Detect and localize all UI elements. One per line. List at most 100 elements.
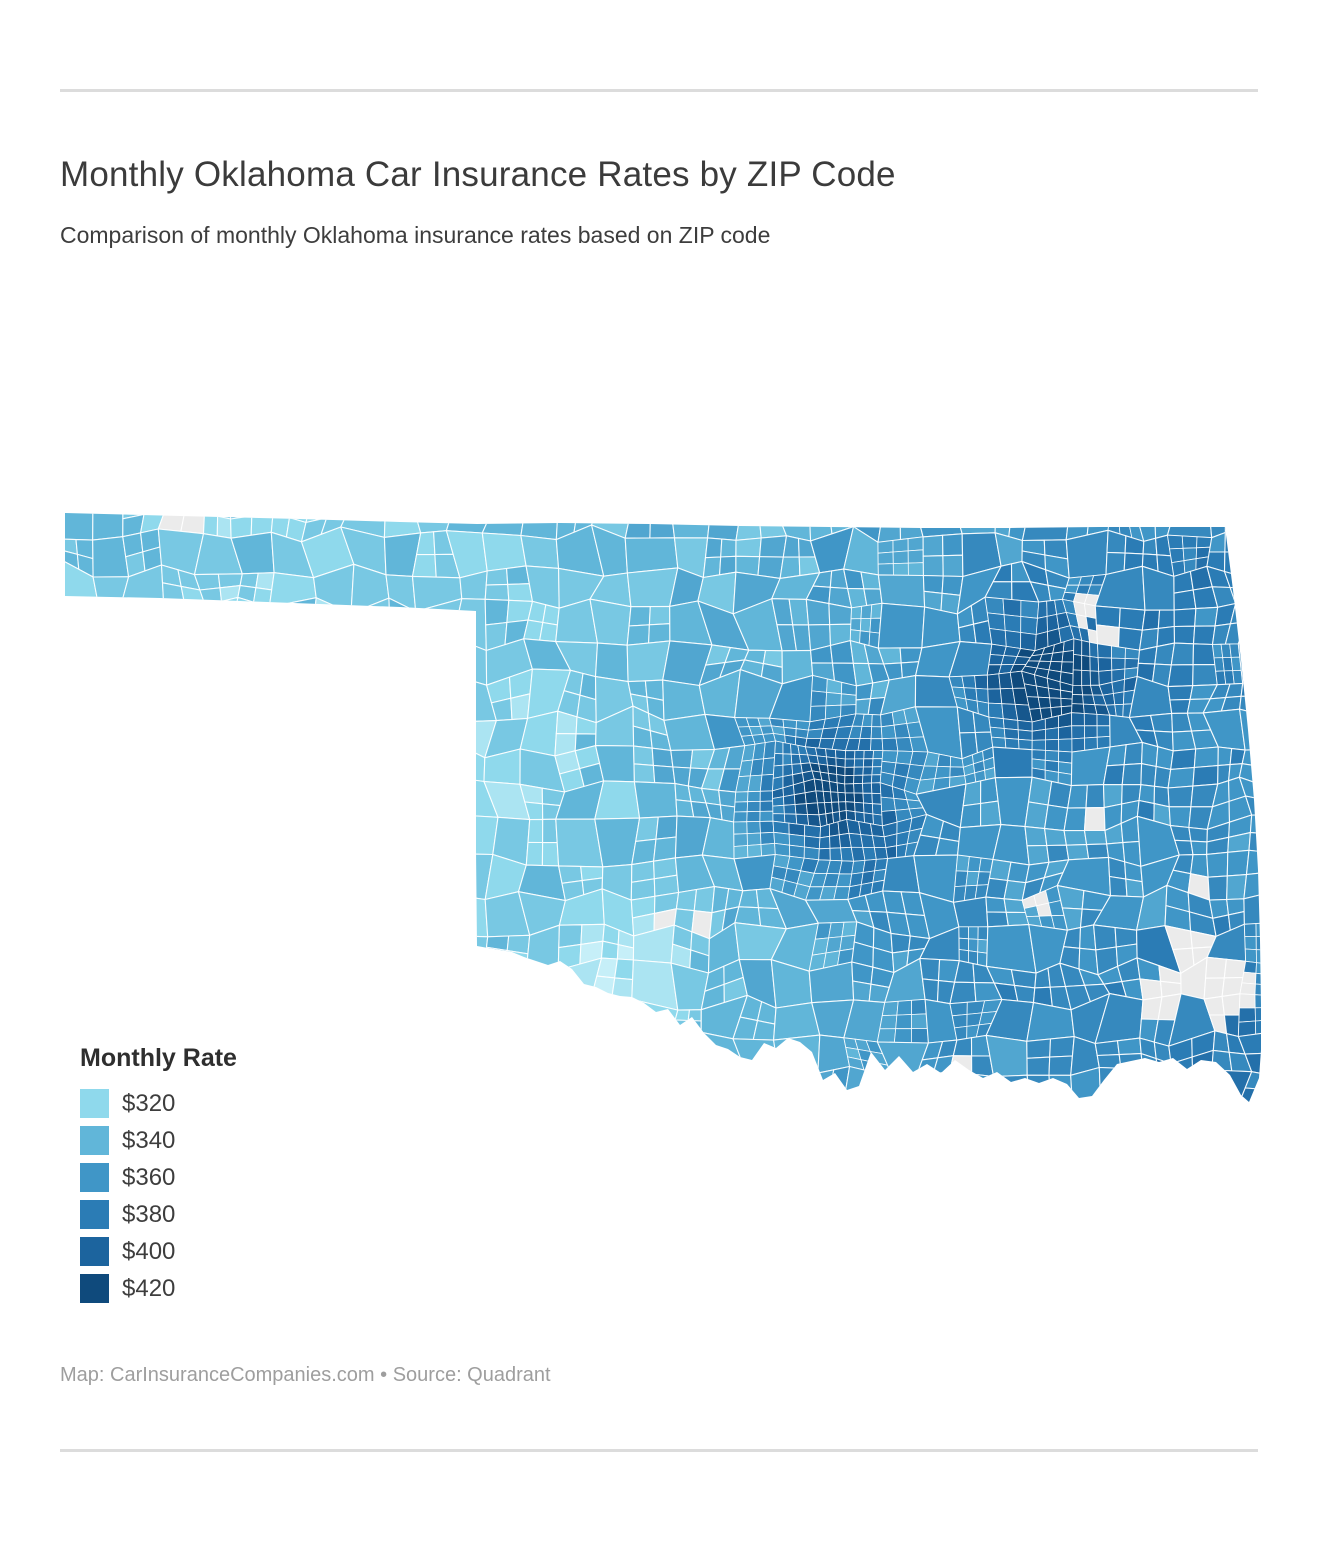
zip-region[interactable] (773, 753, 784, 767)
zip-region[interactable] (1083, 829, 1108, 846)
zip-region[interactable] (518, 1067, 570, 1114)
zip-region[interactable] (649, 516, 676, 539)
zip-region[interactable] (1265, 871, 1290, 894)
zip-region[interactable] (1141, 609, 1161, 631)
zip-region[interactable] (1154, 1074, 1175, 1092)
zip-region[interactable] (600, 940, 619, 960)
zip-region[interactable] (1263, 852, 1283, 873)
zip-region[interactable] (1173, 625, 1196, 645)
zip-region[interactable] (1113, 691, 1125, 706)
zip-region[interactable] (611, 977, 634, 1000)
zip-region[interactable] (526, 1033, 569, 1074)
zip-region[interactable] (1255, 972, 1270, 986)
zip-region[interactable] (1048, 687, 1062, 699)
zip-region[interactable] (589, 598, 632, 646)
zip-region[interactable] (674, 1051, 689, 1080)
zip-region[interactable] (920, 1087, 936, 1104)
zip-region[interactable] (1067, 504, 1092, 523)
zip-region[interactable] (542, 604, 560, 626)
zip-region[interactable] (1114, 703, 1124, 718)
zip-region[interactable] (1067, 784, 1088, 809)
zip-region[interactable] (926, 1072, 942, 1089)
zip-region[interactable] (649, 496, 673, 520)
zip-region[interactable] (1260, 599, 1276, 621)
zip-region[interactable] (885, 845, 897, 859)
zip-region[interactable] (735, 537, 762, 558)
zip-region[interactable] (450, 1069, 495, 1112)
zip-region[interactable] (986, 673, 1001, 690)
zip-region[interactable] (1058, 750, 1073, 764)
zip-region[interactable] (446, 894, 489, 938)
zip-region[interactable] (491, 1033, 528, 1077)
zip-region[interactable] (1035, 685, 1050, 699)
zip-region[interactable] (1117, 495, 1126, 512)
zip-region[interactable] (1239, 993, 1256, 1009)
zip-region[interactable] (734, 791, 749, 803)
zip-region[interactable] (880, 724, 897, 740)
zip-region[interactable] (1268, 922, 1280, 936)
zip-region[interactable] (644, 1091, 671, 1109)
zip-region[interactable] (854, 801, 865, 814)
zip-region[interactable] (615, 1051, 639, 1073)
zip-region[interactable] (1125, 878, 1145, 898)
zip-region[interactable] (803, 846, 820, 861)
zip-region[interactable] (907, 549, 924, 564)
zip-region[interactable] (1243, 887, 1289, 925)
zip-region[interactable] (1094, 1040, 1120, 1057)
zip-region[interactable] (1243, 872, 1267, 900)
zip-region[interactable] (594, 642, 629, 683)
zip-region[interactable] (853, 783, 864, 794)
zip-region[interactable] (922, 534, 944, 557)
zip-region[interactable] (863, 750, 874, 760)
zip-region[interactable] (881, 1001, 899, 1016)
zip-region[interactable] (991, 736, 1007, 749)
zip-region[interactable] (1135, 1090, 1157, 1113)
zip-region[interactable] (949, 1055, 973, 1075)
zip-region[interactable] (968, 938, 979, 953)
zip-region[interactable] (747, 844, 762, 858)
zip-region[interactable] (1226, 849, 1250, 877)
zip-region[interactable] (949, 1001, 968, 1017)
zip-region[interactable] (993, 1074, 1032, 1115)
zip-region[interactable] (733, 811, 748, 823)
zip-region[interactable] (746, 832, 762, 846)
zip-region[interactable] (1117, 626, 1143, 651)
zip-region[interactable] (1192, 625, 1216, 646)
zip-region[interactable] (790, 1089, 815, 1111)
zip-region[interactable] (818, 835, 831, 850)
zip-region[interactable] (1264, 800, 1285, 816)
zip-region[interactable] (559, 1033, 602, 1074)
zip-region[interactable] (844, 775, 855, 785)
zip-region[interactable] (1084, 736, 1098, 751)
zip-region[interactable] (1026, 1056, 1051, 1076)
zip-region[interactable] (986, 924, 1037, 974)
zip-region[interactable] (481, 502, 527, 537)
zip-region[interactable] (862, 782, 873, 794)
zip-region[interactable] (1263, 834, 1281, 854)
zip-region[interactable] (600, 1070, 639, 1113)
zip-region[interactable] (774, 740, 784, 755)
zip-region[interactable] (1071, 737, 1086, 753)
zip-region[interactable] (1058, 725, 1073, 740)
zip-region[interactable] (1269, 985, 1285, 997)
zip-region[interactable] (450, 1033, 495, 1077)
zip-region[interactable] (1128, 490, 1156, 517)
zip-region[interactable] (1192, 664, 1218, 687)
zip-region[interactable] (853, 766, 864, 776)
zip-region[interactable] (838, 801, 847, 812)
zip-region[interactable] (808, 497, 831, 520)
zip-region[interactable] (490, 1067, 528, 1114)
zip-region[interactable] (180, 512, 206, 535)
zip-region[interactable] (1237, 619, 1261, 645)
zip-region[interactable] (1124, 658, 1140, 670)
zip-region[interactable] (1239, 708, 1291, 751)
zip-region[interactable] (687, 1048, 701, 1073)
zip-region[interactable] (1049, 1036, 1075, 1058)
zip-region[interactable] (1226, 874, 1248, 901)
zip-region[interactable] (806, 728, 824, 739)
zip-region[interactable] (203, 493, 219, 517)
zip-region[interactable] (860, 604, 873, 619)
zip-region[interactable] (833, 886, 851, 901)
zip-region[interactable] (217, 496, 232, 520)
zip-region[interactable] (1004, 630, 1022, 649)
